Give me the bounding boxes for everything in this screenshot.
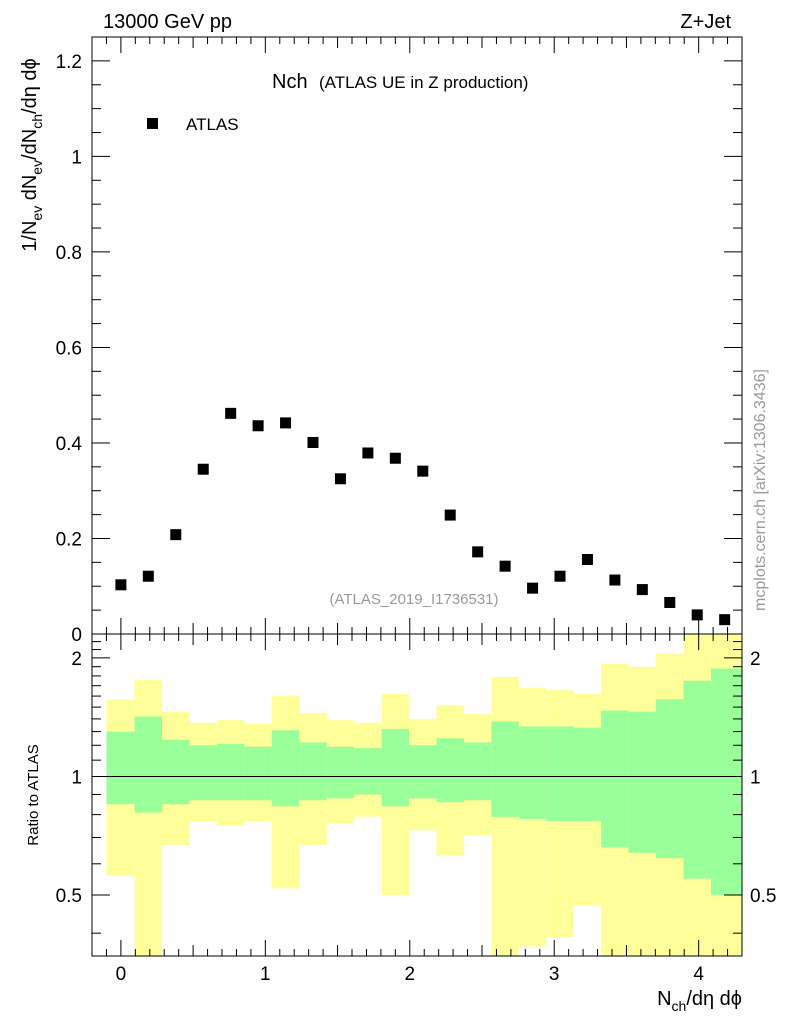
ratio-y-tick-label-right: 0.5 bbox=[750, 886, 776, 907]
ratio-bands bbox=[106, 634, 742, 956]
legend-marker-icon bbox=[147, 118, 158, 129]
ylabel-part: /dN bbox=[19, 129, 41, 160]
y-tick-label: 0 bbox=[71, 625, 82, 646]
data-point bbox=[527, 582, 539, 594]
y-tick-label: 1.2 bbox=[56, 52, 82, 73]
data-point bbox=[417, 465, 429, 477]
header-right-label: Z+Jet bbox=[680, 11, 731, 33]
green-band-bin bbox=[436, 738, 464, 803]
data-point bbox=[444, 509, 456, 521]
side-credit-text: mcplots.cern.ch [arXiv:1306.3436] bbox=[752, 369, 769, 611]
green-band-bin bbox=[106, 731, 135, 805]
data-point bbox=[554, 570, 566, 582]
ratio-plot-frame bbox=[91, 633, 743, 957]
y-tick-label: 1 bbox=[71, 147, 82, 168]
green-band-bin bbox=[628, 711, 657, 853]
data-point bbox=[389, 452, 401, 464]
ratio-y-tick-label-right: 2 bbox=[750, 649, 761, 670]
y-tick-label: 0.8 bbox=[56, 243, 82, 264]
chart-title: Nch bbox=[272, 71, 308, 93]
data-point bbox=[719, 614, 731, 626]
y-tick-label: 0.6 bbox=[56, 338, 82, 359]
green-band-bin bbox=[409, 745, 437, 799]
ylabel-part: 1/N bbox=[19, 221, 41, 252]
data-point bbox=[142, 570, 154, 582]
ylabel-part: /dη dϕ bbox=[19, 58, 41, 114]
ylabel-part: ev bbox=[29, 206, 45, 221]
ratio-y-tick-label-right: 1 bbox=[750, 767, 761, 788]
green-band-bin bbox=[546, 726, 574, 822]
data-point bbox=[170, 529, 182, 541]
x-tick-label: 2 bbox=[404, 964, 415, 985]
y-tick-label: 0.4 bbox=[56, 434, 83, 455]
green-band-bin bbox=[518, 726, 547, 819]
analysis-watermark: (ATLAS_2019_I1736531) bbox=[329, 591, 498, 608]
ratio-axes: 0 1 2 3 4 0.5 0.5 1 1 2 2 bbox=[56, 633, 776, 985]
header-left-label: 13000 GeV pp bbox=[103, 11, 232, 33]
legend-entry-atlas: ATLAS bbox=[186, 115, 239, 134]
data-point bbox=[307, 436, 319, 448]
data-point bbox=[499, 560, 511, 572]
ratio-y-tick-label: 1 bbox=[71, 767, 82, 788]
green-band-bin bbox=[656, 699, 684, 859]
ylabel-part: ch bbox=[29, 114, 45, 129]
green-band-bin bbox=[573, 727, 602, 822]
green-band-bin bbox=[189, 745, 217, 801]
data-point bbox=[609, 574, 621, 586]
chart-subtitle: (ATLAS UE in Z production) bbox=[319, 73, 528, 92]
data-point bbox=[225, 407, 237, 419]
green-band-bin bbox=[244, 746, 272, 801]
ratio-y-axis-label: Ratio to ATLAS bbox=[25, 744, 42, 845]
green-band-bin bbox=[162, 739, 190, 805]
data-point bbox=[280, 417, 292, 429]
green-band-bin bbox=[491, 721, 519, 817]
green-band-bin bbox=[299, 742, 327, 801]
green-band-bin bbox=[463, 742, 492, 801]
main-axes: 0 0.2 0.4 0.6 0.8 1 1.2 bbox=[56, 36, 743, 646]
green-band-bin bbox=[326, 746, 355, 799]
data-point bbox=[362, 447, 374, 459]
x-tick-label: 4 bbox=[693, 964, 704, 985]
green-band-bin bbox=[216, 743, 245, 801]
green-band-bin bbox=[710, 668, 742, 895]
xlabel-base: N bbox=[657, 988, 671, 1010]
data-point bbox=[472, 546, 484, 558]
data-point bbox=[636, 584, 648, 596]
green-band-bin bbox=[354, 748, 382, 795]
data-point bbox=[581, 553, 593, 565]
y-tick-label: 0.2 bbox=[56, 529, 82, 550]
x-axis-label: Nch/dη dϕ bbox=[657, 988, 742, 1014]
x-tick-label: 1 bbox=[260, 964, 271, 985]
ratio-y-tick-label: 0.5 bbox=[56, 886, 82, 907]
green-band-bin bbox=[601, 710, 629, 848]
data-markers bbox=[115, 407, 731, 626]
ylabel-part: dN bbox=[19, 175, 41, 206]
data-point bbox=[197, 463, 209, 475]
y-axis-label: 1/Nev dNev/dNch/dη dϕ bbox=[19, 58, 45, 251]
x-tick-label: 0 bbox=[116, 964, 127, 985]
data-point bbox=[691, 609, 703, 621]
data-point bbox=[664, 596, 676, 608]
ylabel-part: ev bbox=[29, 160, 45, 175]
green-band-bin bbox=[134, 716, 163, 813]
green-band-bin bbox=[683, 680, 711, 879]
data-point bbox=[334, 473, 346, 485]
ratio-y-tick-label: 2 bbox=[71, 649, 82, 670]
xlabel-sub: ch bbox=[672, 998, 687, 1014]
green-band-bin bbox=[381, 728, 410, 807]
data-point bbox=[252, 420, 264, 432]
xlabel-rest: /dη dϕ bbox=[686, 988, 742, 1010]
data-point bbox=[115, 579, 127, 591]
green-band-bin bbox=[271, 730, 300, 807]
x-tick-label: 3 bbox=[549, 964, 560, 985]
